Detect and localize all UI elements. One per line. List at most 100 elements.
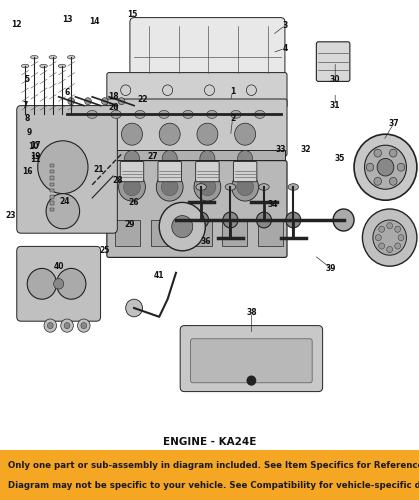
Ellipse shape	[159, 110, 169, 118]
Ellipse shape	[288, 184, 298, 190]
Text: Only one part or sub-assembly in diagram included. See Item Specifics for Refere: Only one part or sub-assembly in diagram…	[8, 462, 419, 470]
Circle shape	[122, 123, 142, 145]
Circle shape	[44, 319, 57, 332]
Text: 23: 23	[5, 211, 16, 220]
Circle shape	[85, 98, 91, 104]
Circle shape	[237, 178, 253, 196]
FancyBboxPatch shape	[107, 160, 287, 258]
Text: 24: 24	[59, 196, 70, 205]
Circle shape	[387, 246, 393, 252]
Circle shape	[38, 141, 88, 194]
Circle shape	[247, 376, 256, 385]
Circle shape	[373, 220, 406, 255]
Circle shape	[159, 123, 180, 145]
FancyBboxPatch shape	[107, 99, 287, 156]
Text: 28: 28	[112, 176, 123, 185]
Text: 12: 12	[11, 20, 22, 28]
FancyBboxPatch shape	[233, 162, 257, 182]
Circle shape	[126, 299, 142, 317]
Circle shape	[374, 149, 382, 157]
FancyBboxPatch shape	[180, 326, 323, 392]
Ellipse shape	[230, 110, 241, 118]
Circle shape	[354, 134, 417, 200]
Circle shape	[389, 178, 397, 186]
Text: 9: 9	[27, 128, 32, 138]
Circle shape	[365, 145, 406, 189]
Text: 3: 3	[282, 21, 287, 30]
FancyBboxPatch shape	[109, 150, 285, 167]
Ellipse shape	[225, 184, 236, 190]
FancyBboxPatch shape	[17, 246, 101, 321]
FancyBboxPatch shape	[191, 339, 312, 383]
Circle shape	[235, 123, 256, 145]
Text: 33: 33	[275, 145, 286, 154]
Circle shape	[395, 243, 401, 249]
Circle shape	[194, 173, 221, 201]
Text: 2: 2	[230, 114, 235, 124]
Ellipse shape	[21, 64, 29, 68]
Text: 16: 16	[22, 167, 33, 176]
Text: 37: 37	[388, 118, 399, 128]
Circle shape	[124, 178, 140, 196]
Circle shape	[374, 178, 382, 186]
Ellipse shape	[67, 56, 75, 59]
Circle shape	[197, 123, 218, 145]
FancyBboxPatch shape	[158, 162, 181, 182]
Text: 7: 7	[23, 101, 28, 110]
Ellipse shape	[254, 110, 265, 118]
Text: 22: 22	[137, 94, 148, 104]
Circle shape	[377, 158, 394, 176]
Text: 30: 30	[330, 74, 341, 84]
Text: 20: 20	[108, 104, 119, 112]
Circle shape	[161, 178, 178, 196]
Text: ENGINE - KA24E: ENGINE - KA24E	[163, 437, 256, 447]
FancyBboxPatch shape	[107, 72, 287, 108]
Text: 40: 40	[53, 262, 64, 270]
Circle shape	[54, 278, 64, 289]
Ellipse shape	[31, 56, 38, 59]
Bar	[222, 220, 247, 246]
Text: 38: 38	[246, 308, 257, 317]
Text: 4: 4	[282, 44, 287, 53]
Ellipse shape	[207, 110, 217, 118]
Ellipse shape	[49, 56, 57, 59]
Bar	[50, 182, 54, 186]
Bar	[50, 208, 54, 211]
Circle shape	[397, 163, 405, 171]
Text: 8: 8	[25, 114, 30, 124]
Bar	[50, 164, 54, 167]
Circle shape	[156, 173, 183, 201]
Circle shape	[172, 216, 193, 238]
Circle shape	[68, 98, 75, 104]
Bar	[151, 220, 176, 246]
Ellipse shape	[259, 184, 269, 190]
Text: 6: 6	[65, 88, 70, 97]
Text: 35: 35	[334, 154, 344, 163]
Circle shape	[47, 322, 53, 328]
Text: 29: 29	[124, 220, 135, 229]
Text: 10: 10	[28, 142, 39, 150]
Circle shape	[27, 268, 57, 299]
Bar	[50, 202, 54, 205]
Text: 36: 36	[200, 238, 211, 246]
Bar	[50, 195, 54, 198]
Circle shape	[366, 163, 374, 171]
Circle shape	[199, 178, 216, 196]
Text: 5: 5	[25, 74, 30, 84]
Text: 17: 17	[30, 140, 41, 149]
Circle shape	[395, 226, 401, 232]
Bar	[258, 220, 283, 246]
Text: 41: 41	[154, 270, 165, 280]
Circle shape	[64, 322, 70, 328]
Text: 32: 32	[300, 145, 311, 154]
Circle shape	[223, 212, 238, 228]
Ellipse shape	[135, 110, 145, 118]
Text: 26: 26	[129, 198, 140, 207]
FancyBboxPatch shape	[120, 162, 144, 182]
Text: 31: 31	[330, 101, 341, 110]
Text: 34: 34	[267, 200, 278, 209]
Text: 1: 1	[230, 87, 235, 96]
Text: 18: 18	[108, 92, 119, 102]
Circle shape	[362, 209, 417, 266]
Text: 11: 11	[30, 155, 41, 164]
